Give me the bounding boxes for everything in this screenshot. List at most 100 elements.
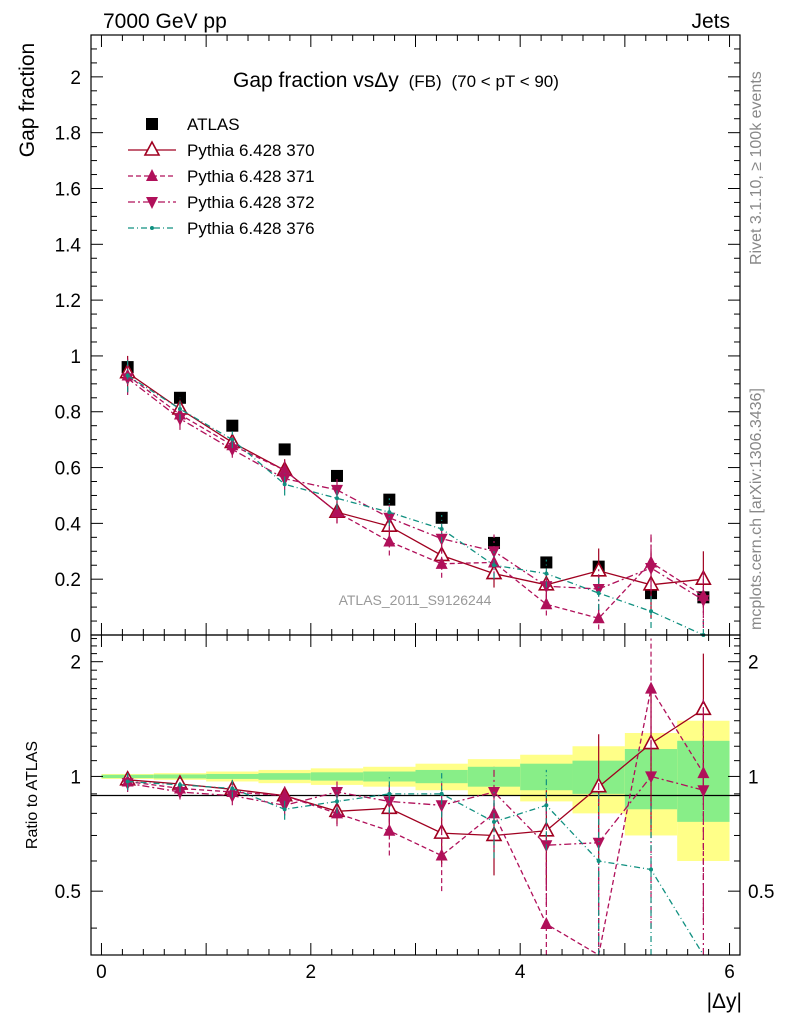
x-tick-label: 0 [96,962,107,983]
main-y-tick-label: 1.8 [55,124,81,145]
ratio-y-axis: 0.5 0.5 1 1 2 2 [55,638,774,929]
ratio-data-point [435,800,448,813]
main-y-axis-title: Gap fraction [16,43,39,157]
ratio-y-tick-label: 0.5 [55,882,81,903]
main-series-line [127,374,704,620]
header-left: 7000 GeV pp [103,10,227,33]
ratio-y-tick-label-right: 2 [748,653,759,674]
main-data-point [435,556,448,569]
rivet-version-label: Rivet 3.1.10, ≥ 100k events [748,71,765,265]
ratio-band-green [310,772,364,781]
ratio-y-tick-label-right: 0.5 [748,882,774,903]
ratio-data-point [645,771,658,784]
ratio-data-point [334,799,339,804]
ratio-band-green [258,773,311,780]
main-y-axis: 0 0.2 0.4 0.6 0.8 1 1.2 1.4 1.6 1.8 2 [55,48,740,647]
ratio-data-point [383,823,396,836]
main-y-tick-label: 2 [70,68,81,89]
ratio-data-point [439,791,444,796]
ratio-data-point [177,782,182,787]
ratio-data-point [697,785,710,798]
ratio-uncertainty-bands [101,720,730,861]
ratio-data-point [435,848,448,861]
x-axis-title: |Δy| [707,990,742,1013]
main-series-line [127,372,704,586]
ratio-data-point [596,858,601,863]
main-y-tick-label: 1.2 [55,291,81,312]
ratio-data-point [230,786,235,791]
mcplots-credit-label: mcplots.cern.ch [arXiv:1306.3436] [748,388,765,630]
ratio-data-point [278,788,291,801]
chart-title-main: Gap fraction vsΔy [233,69,399,92]
ratio-y-axis-title: Ratio to ATLAS [24,741,41,849]
x-tick-label: 4 [515,962,526,983]
legend: ATLAS Pythia 6.428 370 Pythia 6.428 371 Pyt… [128,115,315,238]
ratio-y-tick-label: 1 [70,767,81,788]
main-data-point [282,482,287,487]
legend-label: Pythia 6.428 372 [187,193,315,212]
x-axis: 0 2 4 6 [96,35,735,983]
ratio-plot-panel: 0.5 0.5 1 1 2 2 0 2 4 6 Ratio to ATLAS |Δy| [24,35,774,1013]
main-data-point [435,511,448,524]
ratio-data-point [645,681,658,694]
ratio-data-point [387,791,392,796]
legend-label: Pythia 6.428 370 [187,141,315,160]
ratio-series-line [127,780,704,956]
legend-marker [146,118,158,130]
main-data-point [540,556,553,569]
main-data-point [592,611,605,624]
main-y-tick-label: 1 [70,347,81,368]
chart-title-suffix: (FB) [409,72,442,91]
ratio-y-tick-label-right: 1 [748,767,759,788]
main-data-point [226,419,239,432]
main-data-point [439,526,444,531]
main-series-line [127,377,704,601]
main-data-point [383,534,396,547]
ratio-data-point [330,787,343,800]
ratio-data-point [488,806,501,819]
main-data-point [697,595,710,608]
ratio-band-green [520,763,573,791]
ratio-band-green [206,773,259,779]
main-data-point [226,444,239,457]
x-tick-label: 2 [306,962,317,983]
legend-label: Pythia 6.428 376 [187,219,315,238]
ratio-plot-marks [119,638,712,957]
ratio-data-point [282,807,287,812]
main-data-point [387,510,392,515]
main-y-tick-label: 0.6 [55,459,81,480]
main-y-tick-label: 0.4 [55,514,82,535]
analysis-watermark: ATLAS_2011_S9126244 [339,592,492,608]
main-data-point [645,563,658,576]
legend-label: ATLAS [187,115,240,134]
x-tick-label: 6 [724,962,735,983]
main-data-point [177,406,182,411]
main-data-point [230,437,235,442]
chart-title: Gap fraction vsΔy (FB) (70 < pT < 90) [233,69,559,92]
ratio-data-point [649,867,654,872]
ratio-data-point [125,779,130,784]
legend-marker [143,140,161,156]
main-data-point [383,512,396,525]
main-y-tick-label: 1.6 [55,179,81,200]
ratio-data-point [173,787,186,800]
legend-label: Pythia 6.428 371 [187,167,315,186]
main-data-point [278,443,291,456]
ratio-data-point [544,803,549,808]
main-y-tick-label: 0.2 [55,570,81,591]
chart-title-range: (70 < pT < 90) [452,72,559,91]
ratio-data-point [540,917,553,930]
main-data-point [334,496,339,501]
main-y-tick-label: 1.4 [55,235,82,256]
main-data-point [540,597,553,610]
main-data-point [125,373,130,378]
main-data-point [592,583,605,596]
main-data-point [492,563,497,568]
legend-marker [146,169,158,181]
legend-marker [150,226,154,230]
ratio-data-point [492,819,497,824]
main-data-point [330,505,343,518]
header-right: Jets [691,10,730,33]
main-series-line [127,374,704,636]
